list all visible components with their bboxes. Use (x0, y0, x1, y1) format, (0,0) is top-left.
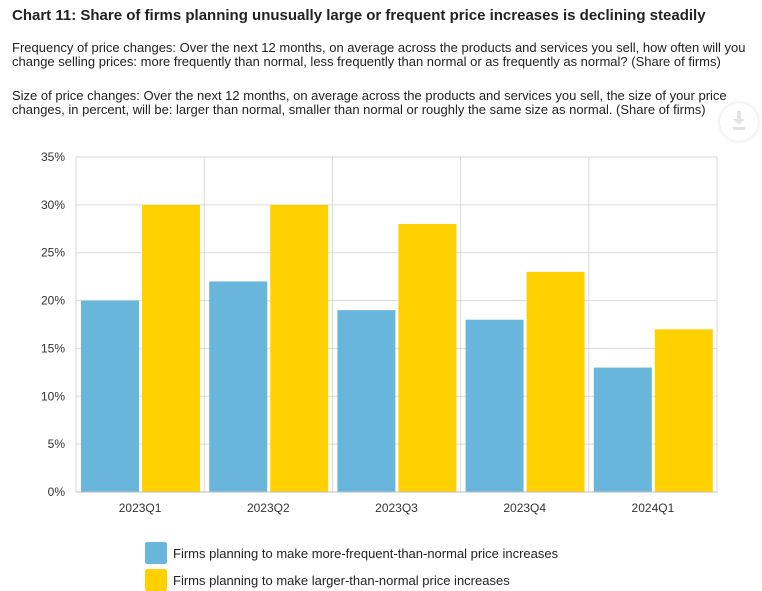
y-tick-label: 10% (41, 389, 65, 403)
bar-frequency-2023Q3 (337, 310, 396, 492)
bar-size-2024Q1 (654, 329, 713, 492)
chart-title: Chart 11: Share of firms planning unusua… (12, 7, 706, 24)
legend-label-size: Firms planning to make larger-than-norma… (173, 573, 510, 588)
y-tick-label: 5% (48, 437, 66, 451)
y-tick-label: 0% (48, 485, 66, 499)
bar-size-2023Q1 (142, 204, 200, 492)
y-tick-label: 15% (41, 341, 65, 355)
x-tick-label: 2023Q2 (247, 501, 290, 515)
y-tick-label: 35% (41, 150, 65, 164)
bar-size-2023Q3 (398, 224, 457, 492)
legend-swatch-size (145, 569, 167, 591)
chart-description-size: Size of price changes: Over the next 12 … (12, 88, 727, 117)
bar-frequency-2023Q1 (81, 300, 139, 492)
download-button[interactable] (720, 103, 758, 141)
x-tick-label: 2023Q4 (503, 501, 546, 515)
chart-description-frequency: Frequency of price changes: Over the nex… (12, 40, 746, 69)
x-tick-label: 2023Q1 (119, 501, 162, 515)
y-tick-label: 25% (41, 246, 65, 260)
y-tick-label: 20% (41, 294, 65, 308)
x-tick-label: 2024Q1 (632, 501, 675, 515)
bar-size-2023Q2 (270, 204, 329, 492)
bar-size-2023Q4 (526, 271, 585, 492)
bar-chart: 0% 5% 10% 15% 20% 25% 30% 35% 2023Q1 2023Q2 2023Q3… (41, 150, 718, 515)
x-tick-label: 2023Q3 (375, 501, 418, 515)
legend-swatch-frequency (145, 542, 167, 564)
legend-label-frequency: Firms planning to make more-frequent-tha… (173, 546, 559, 561)
y-tick-label: 30% (41, 198, 65, 212)
bar-frequency-2024Q1 (593, 367, 652, 492)
bar-frequency-2023Q4 (465, 319, 524, 492)
bar-frequency-2023Q2 (209, 281, 268, 492)
download-icon (733, 111, 745, 130)
